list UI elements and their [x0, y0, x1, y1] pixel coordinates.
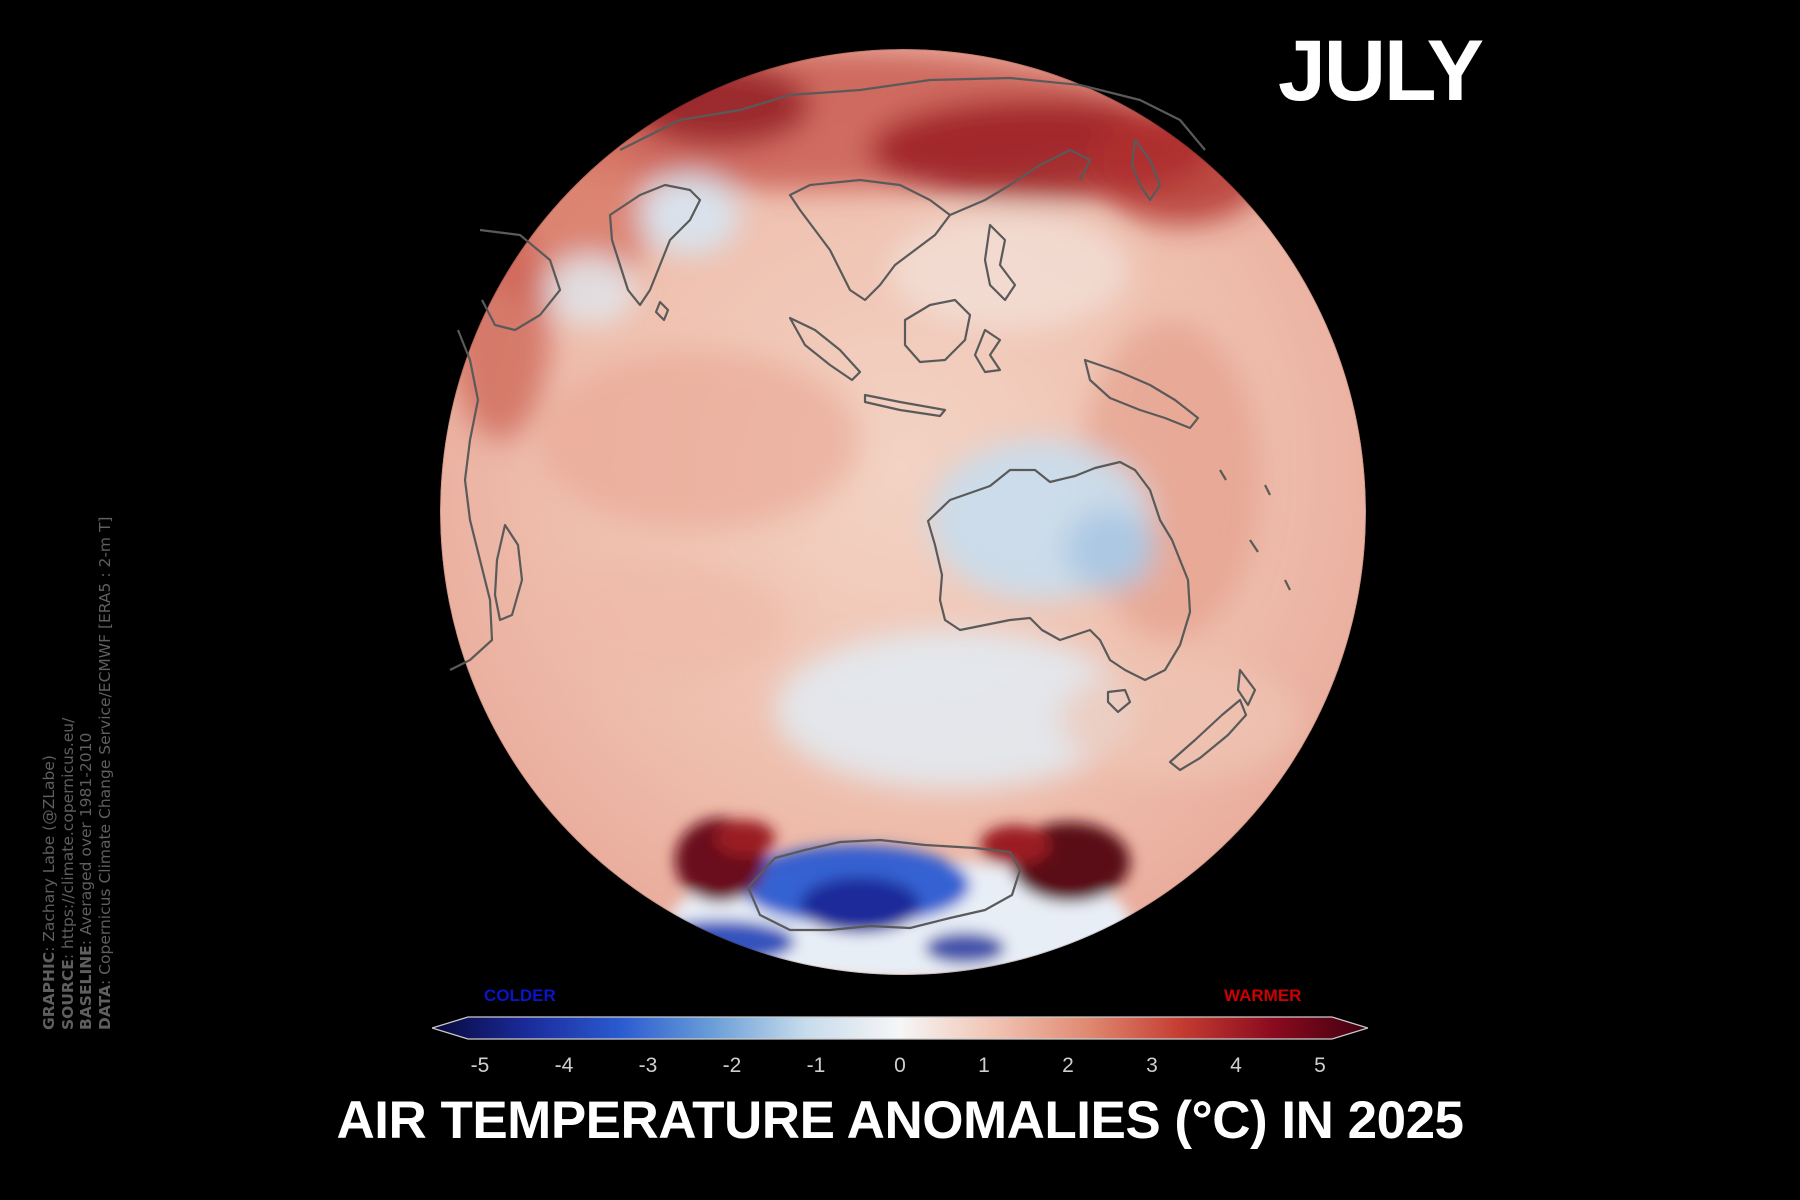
tick-label: -2 — [722, 1054, 742, 1077]
se-asia-coast — [788, 178, 952, 302]
india-coast — [608, 183, 702, 307]
new-zealand-coast — [1168, 668, 1257, 772]
arabia-coast — [479, 228, 562, 332]
sri-lanka-coast — [654, 300, 670, 322]
madagascar-coast — [493, 523, 524, 622]
tasmania-coast — [1106, 688, 1132, 714]
colder-label: COLDER — [484, 986, 556, 1005]
tick-label: 3 — [1146, 1054, 1158, 1077]
tick-label: -1 — [806, 1054, 826, 1077]
china-coast — [949, 148, 1092, 217]
borneo-coast — [903, 298, 972, 364]
credits-block: GRAPHIC: Zachary Labe (@ZLabe) SOURCE: h… — [40, 517, 114, 1030]
globe-body — [440, 49, 1366, 975]
australia-coast — [926, 460, 1192, 682]
tick-label: 2 — [1062, 1054, 1074, 1077]
colorbar — [432, 1016, 1368, 1040]
tick-label: -5 — [470, 1054, 490, 1077]
africa-east-coast — [449, 329, 494, 671]
tick-label: 0 — [894, 1054, 906, 1077]
japan-coast — [1130, 138, 1162, 202]
tick-label: -3 — [638, 1054, 658, 1077]
globe-outline — [439, 48, 1367, 976]
month-title: JULY — [1278, 23, 1484, 119]
java-coast — [863, 393, 947, 418]
antarctica-coast — [746, 838, 1022, 932]
credit-data: DATA: Copernicus Climate Change Service/… — [95, 516, 114, 1030]
tick-label: -4 — [554, 1054, 574, 1077]
warmer-label: WARMER — [1224, 986, 1302, 1005]
asia-north-coast — [619, 76, 1206, 151]
credit-graphic: GRAPHIC: Zachary Labe (@ZLabe) — [40, 755, 58, 1030]
pacific-islands — [1219, 469, 1291, 591]
main-title: AIR TEMPERATURE ANOMALIES (°C) IN 2025 — [336, 1091, 1464, 1150]
colorbar-bar — [432, 1016, 1368, 1040]
tick-label: 5 — [1314, 1054, 1326, 1077]
new-guinea-coast — [1083, 358, 1200, 430]
tick-label: 4 — [1230, 1054, 1242, 1077]
sulawesi-coast — [973, 328, 1002, 374]
credit-source: SOURCE: https://climate.copernicus.eu/ — [58, 717, 77, 1030]
credit-baseline: BASELINE: Averaged over 1981-2010 — [77, 732, 95, 1030]
sumatra-coast — [788, 316, 862, 382]
tick-label: 1 — [978, 1054, 990, 1077]
philippines-coast — [983, 223, 1017, 302]
coastlines — [449, 76, 1291, 932]
